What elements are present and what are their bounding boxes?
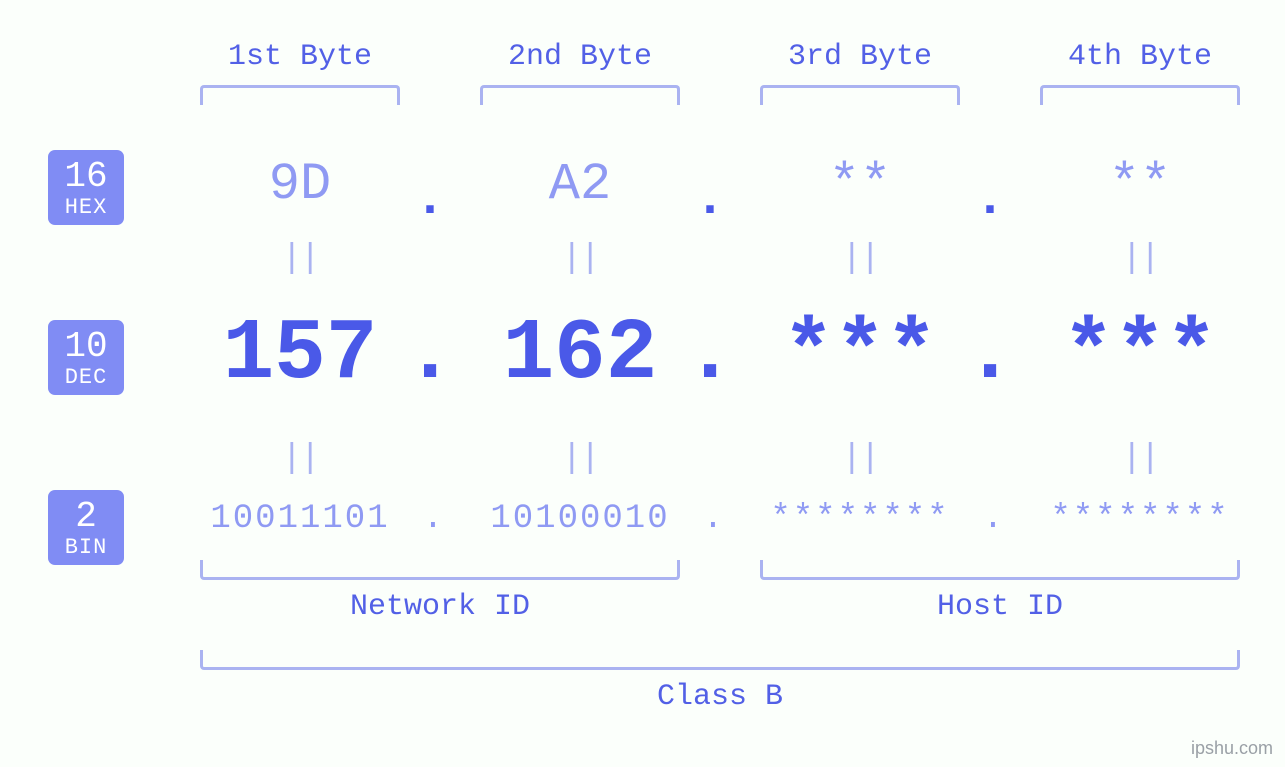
bin-byte-4: ******** — [1020, 500, 1260, 538]
hex-byte-1: 9D — [180, 155, 420, 214]
byte-label-3: 3rd Byte — [740, 40, 980, 74]
bin-byte-1: 10011101 — [180, 500, 420, 538]
eq-dec-bin-3: || — [740, 440, 980, 478]
bracket-top-4 — [1040, 85, 1240, 105]
bracket-class — [200, 650, 1240, 670]
dec-dot-3: . — [960, 305, 1020, 403]
hex-dot-2: . — [680, 170, 740, 229]
bin-byte-3: ******** — [740, 500, 980, 538]
base-badge-dec: 10 DEC — [48, 320, 124, 395]
base-num-dec: 10 — [48, 328, 124, 366]
dec-byte-4: *** — [1020, 305, 1260, 403]
base-label-hex: HEX — [48, 196, 124, 219]
base-badge-hex: 16 HEX — [48, 150, 124, 225]
watermark: ipshu.com — [1191, 738, 1273, 759]
bin-dot-1: . — [418, 500, 448, 538]
byte-label-1: 1st Byte — [180, 40, 420, 74]
eq-hex-dec-4: || — [1020, 240, 1260, 278]
base-num-hex: 16 — [48, 158, 124, 196]
dec-byte-2: 162 — [460, 305, 700, 403]
dec-byte-1: 157 — [180, 305, 420, 403]
bracket-top-1 — [200, 85, 400, 105]
bin-dot-2: . — [698, 500, 728, 538]
hex-byte-3: ** — [740, 155, 980, 214]
label-network-id: Network ID — [200, 590, 680, 624]
label-class: Class B — [200, 680, 1240, 714]
eq-dec-bin-1: || — [180, 440, 420, 478]
bin-byte-2: 10100010 — [460, 500, 700, 538]
eq-hex-dec-3: || — [740, 240, 980, 278]
bracket-host — [760, 560, 1240, 580]
byte-label-2: 2nd Byte — [460, 40, 700, 74]
base-badge-bin: 2 BIN — [48, 490, 124, 565]
hex-dot-3: . — [960, 170, 1020, 229]
eq-hex-dec-2: || — [460, 240, 700, 278]
hex-byte-4: ** — [1020, 155, 1260, 214]
bracket-top-2 — [480, 85, 680, 105]
bracket-network — [200, 560, 680, 580]
base-num-bin: 2 — [48, 498, 124, 536]
base-label-bin: BIN — [48, 536, 124, 559]
base-label-dec: DEC — [48, 366, 124, 389]
hex-byte-2: A2 — [460, 155, 700, 214]
bracket-top-3 — [760, 85, 960, 105]
eq-dec-bin-4: || — [1020, 440, 1260, 478]
dec-dot-1: . — [400, 305, 460, 403]
dec-byte-3: *** — [740, 305, 980, 403]
dec-dot-2: . — [680, 305, 740, 403]
byte-label-4: 4th Byte — [1020, 40, 1260, 74]
bin-dot-3: . — [978, 500, 1008, 538]
eq-hex-dec-1: || — [180, 240, 420, 278]
eq-dec-bin-2: || — [460, 440, 700, 478]
hex-dot-1: . — [400, 170, 460, 229]
label-host-id: Host ID — [760, 590, 1240, 624]
